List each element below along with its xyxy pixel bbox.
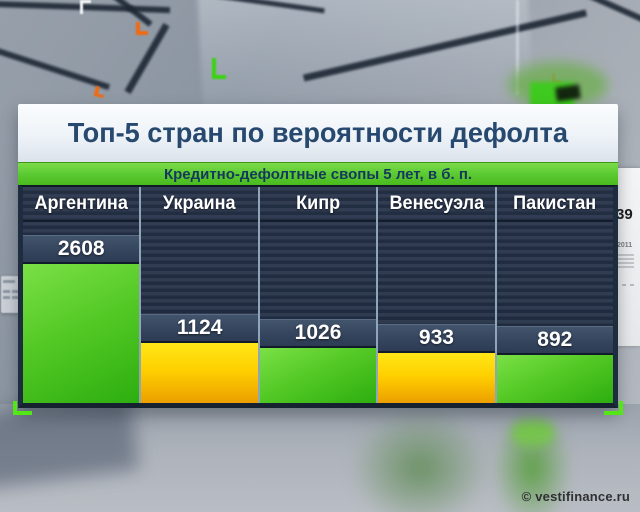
bar-chart: Аргентина 2608 Украина 1124 Кипр 1026 Венесуэл… — [18, 185, 618, 408]
country-label: Аргентина — [34, 192, 128, 214]
dark-set-piece — [555, 84, 581, 102]
chart-column: Аргентина 2608 — [23, 187, 140, 403]
corner-bracket-left-icon — [13, 401, 32, 415]
bg-beam — [109, 0, 153, 27]
value-label: 1124 — [176, 316, 223, 339]
chart-column: Венесуэла 933 — [376, 187, 495, 403]
chart-column: Пакистан 892 — [494, 187, 614, 403]
column-header: Аргентина — [23, 187, 140, 222]
country-label: Пакистан — [513, 192, 597, 214]
panel-subtitle-bar: Кредитно-дефолтные свопы 5 лет, в б. п. — [18, 162, 618, 185]
blurred-green-blob — [350, 408, 490, 512]
value-bar — [378, 353, 495, 403]
country-label: Кипр — [295, 192, 341, 214]
corner-bracket-right-icon — [604, 401, 623, 415]
infographic-panel: Топ-5 стран по вероятности дефолта Креди… — [13, 104, 623, 415]
bg-beam — [302, 9, 588, 82]
bg-beam — [0, 47, 111, 91]
bg-beam — [0, 0, 171, 14]
column-header: Кипр — [259, 187, 377, 222]
bg-note-number: 39 — [616, 206, 633, 223]
panel-title-bar: Топ-5 стран по вероятности дефолта — [18, 104, 618, 162]
value-bar — [259, 348, 377, 403]
glass-panel — [197, 0, 533, 109]
value-bar — [496, 355, 614, 403]
bg-beam — [124, 22, 170, 95]
value-label: 892 — [537, 328, 573, 351]
column-header: Украина — [141, 187, 258, 222]
bg-note-year: 2011 — [617, 242, 633, 249]
chart-columns: Аргентина 2608 Украина 1124 Кипр 1026 Венесуэл… — [23, 187, 614, 403]
country-label: Украина — [163, 192, 236, 214]
value-bar — [141, 343, 258, 403]
value-label-band: 1026 — [259, 319, 377, 348]
chart-column: Украина 1124 — [139, 187, 258, 403]
chart-column: Кипр 1026 — [257, 187, 377, 403]
value-label: 1026 — [294, 321, 342, 344]
value-label: 933 — [418, 326, 454, 349]
page-title: Топ-5 стран по вероятности дефолта — [67, 117, 569, 148]
bg-beam — [574, 0, 640, 32]
value-label-band: 2608 — [23, 235, 140, 264]
value-bar — [23, 264, 140, 403]
value-label-band: 933 — [378, 324, 495, 353]
country-label: Венесуэла — [389, 192, 484, 214]
blurred-green-highlight — [512, 420, 554, 446]
column-header: Пакистан — [496, 187, 614, 222]
green-set-piece — [508, 62, 608, 108]
panel-subtitle: Кредитно-дефолтные свопы 5 лет, в б. п. — [163, 165, 473, 183]
bg-beam — [205, 0, 325, 14]
value-label-band: 892 — [496, 326, 614, 355]
value-label: 2608 — [57, 237, 105, 260]
column-header: Венесуэла — [378, 187, 495, 222]
value-label-band: 1124 — [141, 314, 258, 343]
copyright-watermark: © vestifinance.ru — [521, 489, 630, 504]
glass-seam — [516, 0, 519, 95]
